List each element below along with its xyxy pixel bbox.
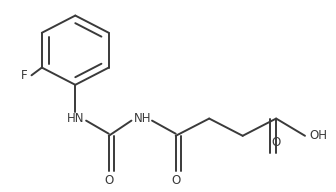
Text: HN: HN (67, 112, 84, 125)
Text: OH: OH (309, 129, 328, 142)
Text: O: O (171, 174, 180, 187)
Text: F: F (21, 69, 28, 82)
Text: O: O (104, 174, 114, 187)
Text: NH: NH (133, 112, 151, 125)
Text: O: O (271, 136, 281, 149)
